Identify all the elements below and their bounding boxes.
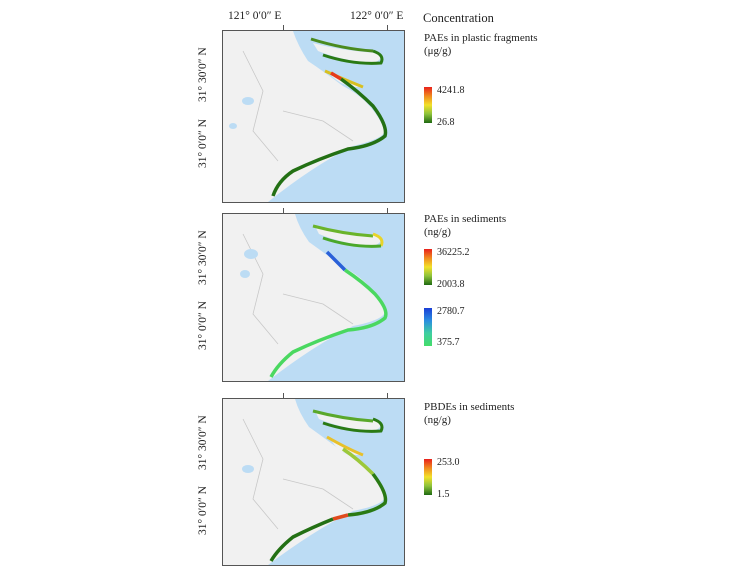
- lon-tick: [387, 393, 388, 398]
- map-panel-plastic-paes: [222, 30, 405, 203]
- legend-unit-line: (ng/g): [424, 226, 451, 238]
- map-panel-sediment-paes: [222, 213, 405, 382]
- lat-label-3100: 31° 0′0″ N: [197, 119, 209, 168]
- colorbar-min-label: 2003.8: [437, 279, 465, 290]
- legend-title-line: PAEs in plastic fragments: [424, 32, 538, 44]
- colorbar-max-label: 2780.7: [437, 306, 465, 317]
- map-panel-sediment-pbdes: [222, 398, 405, 566]
- legend-title-sediment-pbdes: PBDEs in sediments (ng/g): [424, 401, 514, 427]
- lon-label-122: 122° 0′0″ E: [350, 10, 404, 22]
- lon-tick: [283, 25, 284, 30]
- legend-header: Concentration: [423, 11, 494, 25]
- lat-label-3100: 31° 0′0″ N: [197, 301, 209, 350]
- lat-label-3130: 31° 30′0″ N: [197, 415, 209, 470]
- colorbar-plastic-paes: [424, 87, 432, 123]
- legend-title-line: PAEs in sediments: [424, 213, 507, 225]
- legend-unit-line: (μg/g): [424, 45, 452, 57]
- map-svg: [223, 214, 404, 381]
- lon-label-121: 121° 0′0″ E: [228, 10, 282, 22]
- lon-tick: [387, 25, 388, 30]
- colorbar-sediment-paes-warm: [424, 249, 432, 285]
- legend-title-sediment-paes: PAEs in sediments (ng/g): [424, 213, 506, 239]
- colorbar-min-label: 1.5: [437, 489, 450, 500]
- lat-label-3130: 31° 30′0″ N: [197, 230, 209, 285]
- colorbar-min-label: 26.8: [437, 117, 455, 128]
- lat-label-3100: 31° 0′0″ N: [197, 486, 209, 535]
- lon-tick: [387, 208, 388, 213]
- colorbar-min-label: 375.7: [437, 337, 460, 348]
- colorbar-sediment-pbdes: [424, 459, 432, 495]
- colorbar-sediment-paes-cool: [424, 308, 432, 346]
- colorbar-max-label: 4241.8: [437, 85, 465, 96]
- colorbar-max-label: 253.0: [437, 457, 460, 468]
- legend-unit-line: (ng/g): [424, 414, 451, 426]
- map-svg: [223, 399, 404, 565]
- colorbar-max-label: 36225.2: [437, 247, 470, 258]
- lon-tick: [283, 208, 284, 213]
- legend-title-line: PBDEs in sediments: [424, 401, 515, 413]
- map-svg: [223, 31, 404, 202]
- lon-tick: [283, 393, 284, 398]
- legend-title-plastic-paes: PAEs in plastic fragments (μg/g): [424, 32, 538, 58]
- lat-label-3130: 31° 30′0″ N: [197, 47, 209, 102]
